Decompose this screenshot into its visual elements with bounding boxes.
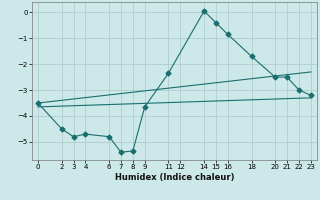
X-axis label: Humidex (Indice chaleur): Humidex (Indice chaleur) bbox=[115, 173, 234, 182]
